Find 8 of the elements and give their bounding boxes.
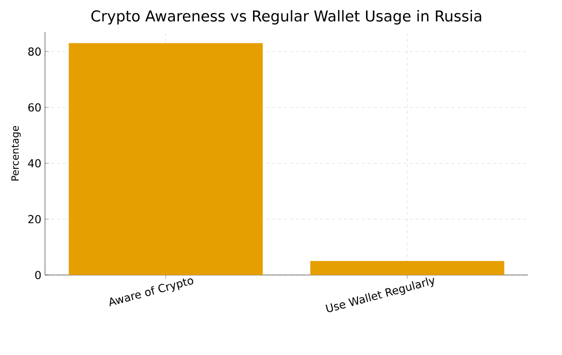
x-tick-label: Aware of Crypto [110,278,194,306]
y-tick-label: 60 [28,103,41,112]
y-tick-label: 20 [28,215,41,224]
chart-title: Crypto Awareness vs Regular Wallet Usage in Russia [91,10,482,25]
y-axis-title: Percentage [11,126,21,181]
y-tick-label: 80 [28,47,41,56]
y-tick-label: 0 [35,270,41,280]
y-tick-label: 40 [28,159,41,168]
